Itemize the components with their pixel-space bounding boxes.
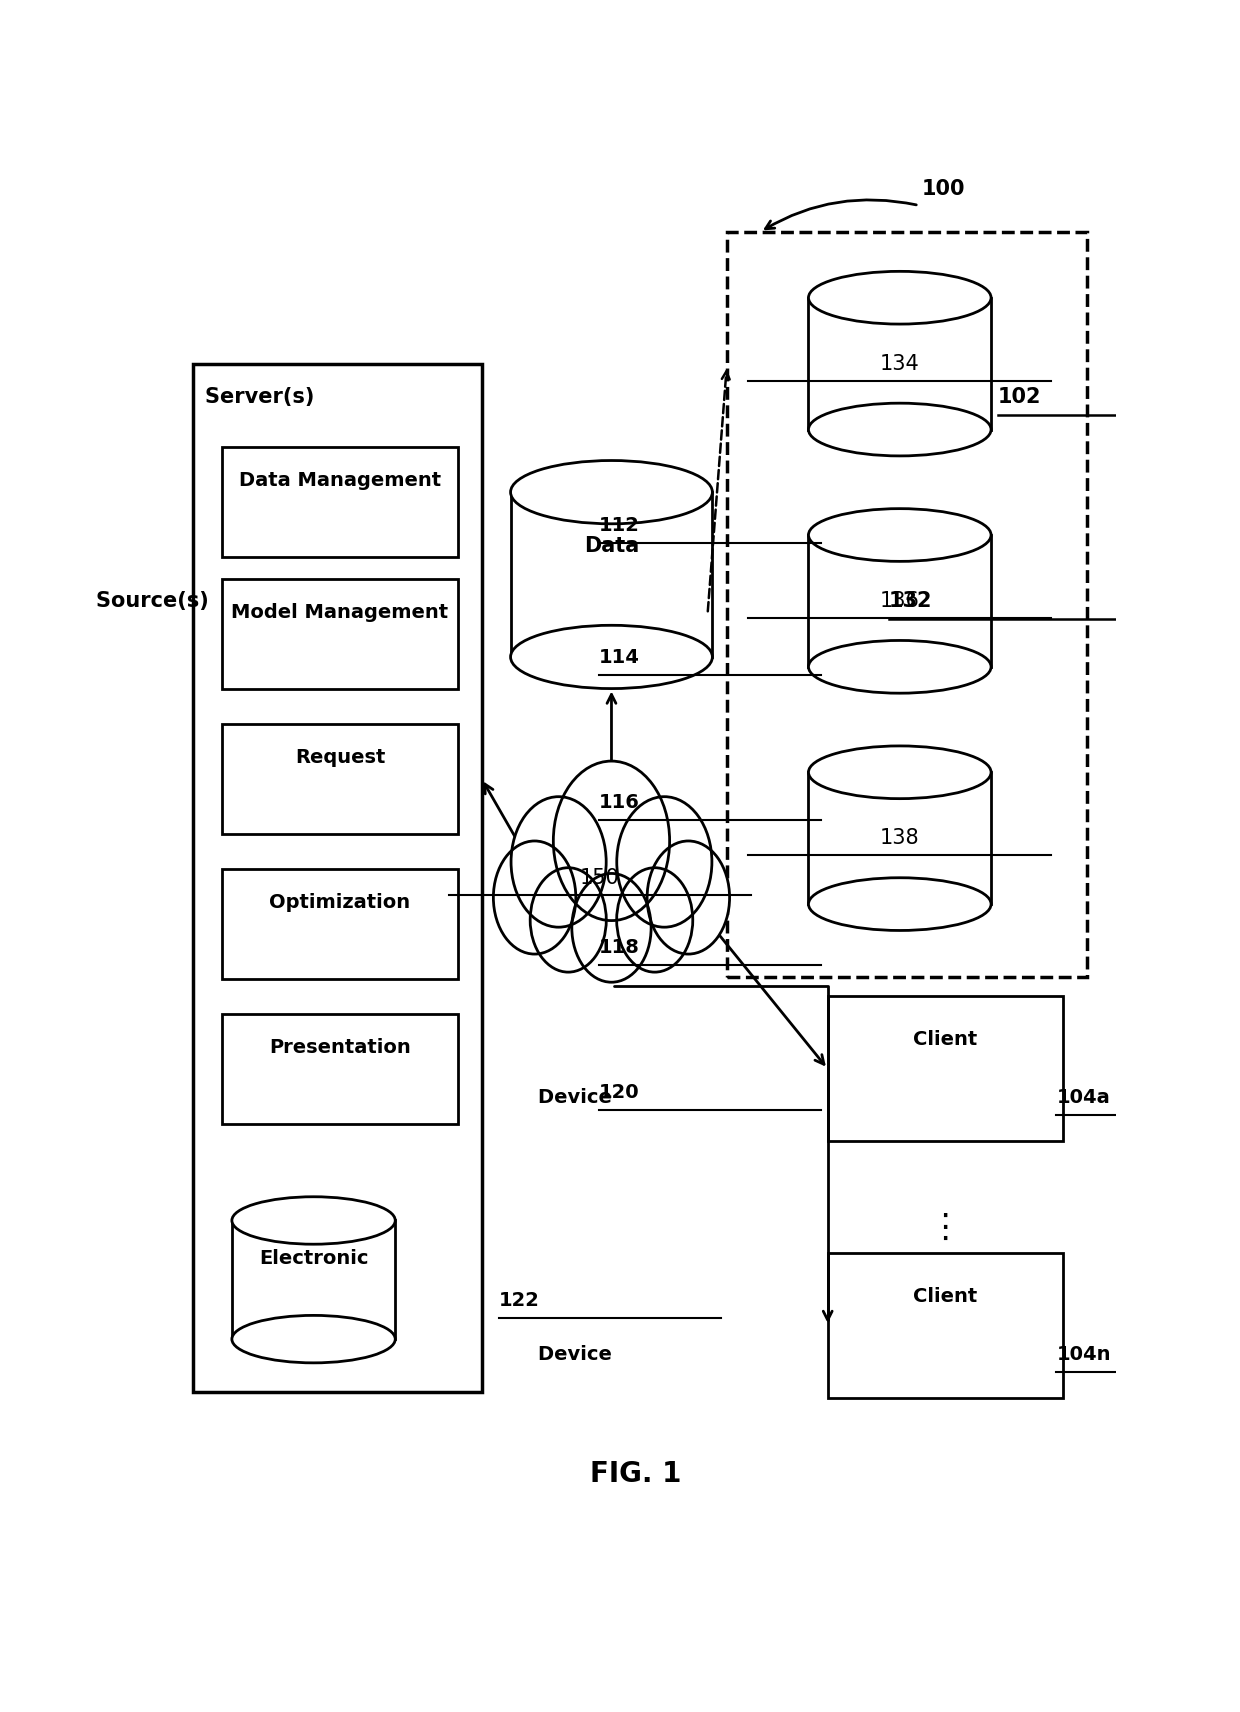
Text: 132: 132 [889, 591, 932, 611]
Text: Device: Device [538, 1346, 619, 1364]
Text: 104a: 104a [1056, 1089, 1110, 1108]
Bar [222, 870, 458, 979]
Bar [222, 724, 458, 834]
Circle shape [531, 868, 606, 972]
Ellipse shape [511, 625, 712, 688]
Ellipse shape [808, 640, 991, 693]
Bar [222, 447, 458, 556]
Text: 112: 112 [599, 517, 640, 536]
Ellipse shape [808, 270, 991, 324]
Text: Request: Request [295, 748, 386, 767]
Text: 150: 150 [580, 868, 620, 889]
Text: Client: Client [914, 1031, 977, 1049]
Bar [808, 534, 991, 668]
Ellipse shape [808, 746, 991, 798]
Ellipse shape [808, 404, 991, 455]
Text: 120: 120 [599, 1084, 640, 1103]
Ellipse shape [808, 878, 991, 931]
Text: FIG. 1: FIG. 1 [590, 1460, 681, 1488]
Text: Model Management: Model Management [232, 603, 449, 621]
Ellipse shape [232, 1315, 396, 1363]
Bar [222, 579, 458, 688]
Text: Optimization: Optimization [269, 894, 410, 912]
Text: 100: 100 [921, 178, 965, 199]
Circle shape [647, 841, 729, 954]
Bar [828, 996, 1063, 1142]
Ellipse shape [808, 508, 991, 562]
Bar [828, 1253, 1063, 1399]
Bar [808, 772, 991, 904]
Bar [193, 363, 481, 1392]
Bar [727, 231, 1087, 976]
Bar [232, 1221, 396, 1339]
Text: 122: 122 [498, 1291, 539, 1310]
Bar [511, 491, 712, 657]
Ellipse shape [511, 461, 712, 524]
Text: Electronic: Electronic [259, 1250, 368, 1269]
Text: Source(s): Source(s) [97, 591, 216, 611]
Text: 104n: 104n [1056, 1346, 1111, 1364]
Text: Server(s): Server(s) [205, 387, 321, 406]
Text: Data Management: Data Management [239, 471, 441, 490]
Text: 136: 136 [880, 591, 920, 611]
Circle shape [616, 796, 712, 928]
Circle shape [572, 873, 651, 983]
Text: 134: 134 [880, 354, 920, 373]
Bar [808, 298, 991, 430]
Text: 102: 102 [998, 387, 1042, 406]
Ellipse shape [232, 1197, 396, 1245]
Text: ⋮: ⋮ [929, 1210, 962, 1243]
Text: 118: 118 [599, 938, 640, 957]
Circle shape [553, 762, 670, 921]
Text: Client: Client [914, 1287, 977, 1306]
Text: 116: 116 [599, 793, 640, 811]
Text: 114: 114 [599, 649, 640, 668]
Circle shape [511, 796, 606, 928]
Text: Data: Data [584, 536, 639, 556]
Text: 138: 138 [880, 829, 920, 847]
Bar [222, 1014, 458, 1123]
Circle shape [616, 868, 693, 972]
Text: Device: Device [538, 1089, 619, 1108]
Text: Presentation: Presentation [269, 1037, 410, 1058]
Circle shape [494, 841, 575, 954]
